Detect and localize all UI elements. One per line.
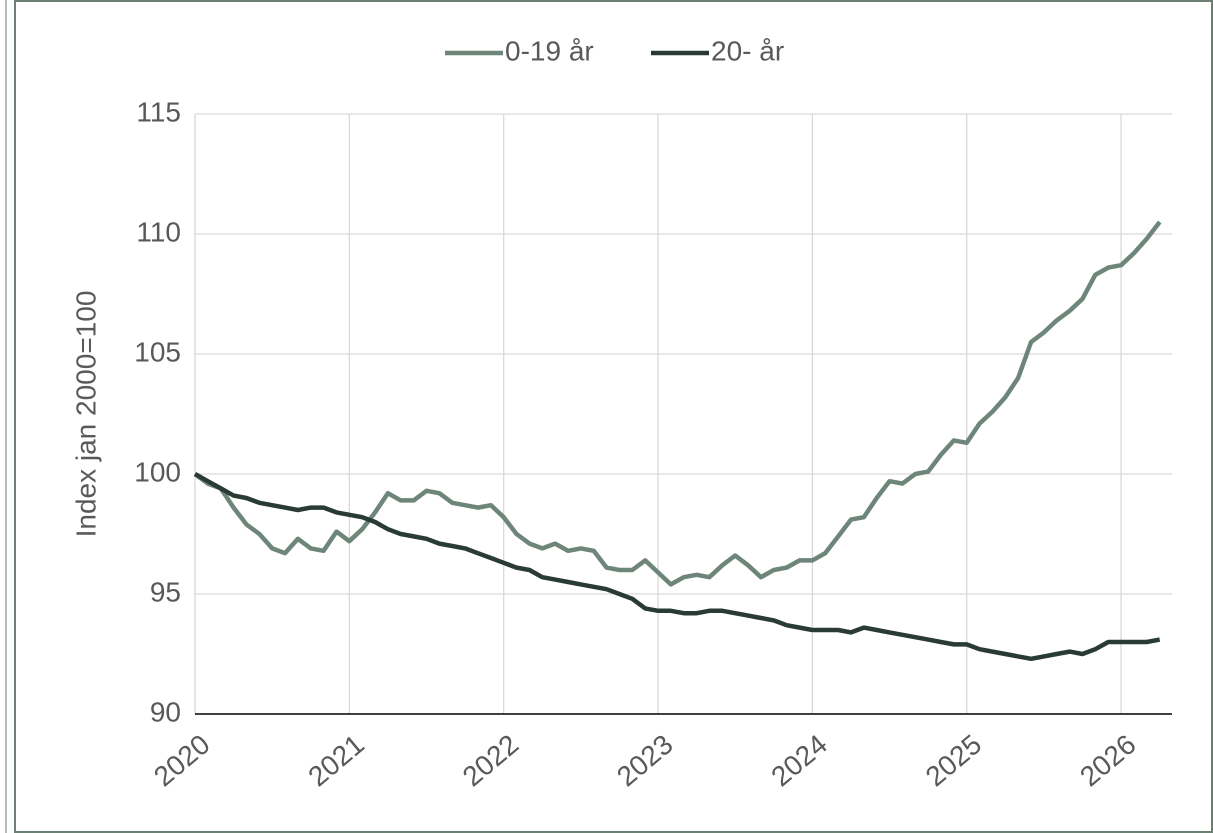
x-tick-label: 2021 xyxy=(302,729,370,793)
x-tick-label: 2023 xyxy=(611,729,679,793)
legend-label: 20- år xyxy=(711,35,784,66)
x-tick-label: 2026 xyxy=(1074,729,1142,793)
series-line xyxy=(193,220,1162,587)
y-tick-label: 95 xyxy=(150,576,181,607)
x-tick-label: 2025 xyxy=(920,729,988,793)
x-tick-label: 2020 xyxy=(148,729,216,793)
y-axis-label: Index jan 2000=100 xyxy=(70,291,101,538)
legend-label: 0-19 år xyxy=(505,35,594,66)
series-line xyxy=(193,472,1161,662)
y-tick-label: 110 xyxy=(136,216,181,247)
y-tick-label: 115 xyxy=(136,96,181,127)
y-tick-label: 90 xyxy=(150,696,181,727)
frame xyxy=(14,0,1213,833)
x-tick-label: 2022 xyxy=(457,729,525,793)
y-tick-label: 105 xyxy=(134,336,181,367)
x-tick-label: 2024 xyxy=(765,729,833,793)
y-tick-label: 100 xyxy=(134,456,181,487)
